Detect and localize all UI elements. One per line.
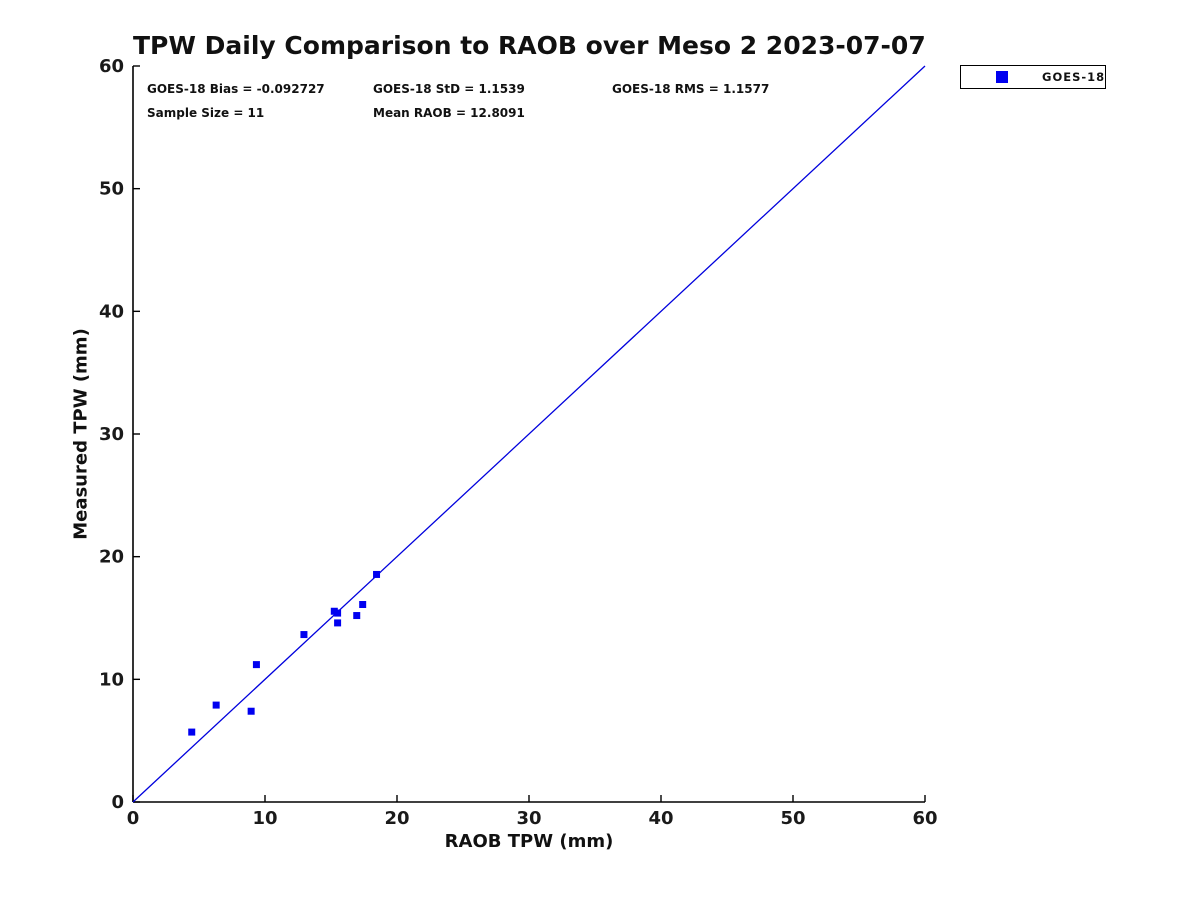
legend-marker-square-icon (996, 71, 1008, 83)
legend-label: GOES-18 (1042, 70, 1106, 84)
scatter-point (212, 701, 220, 709)
stat-rms: GOES-18 RMS = 1.1577 (612, 82, 770, 96)
y-tick-label: 0 (111, 792, 124, 813)
stat-mean-raob: Mean RAOB = 12.8091 (373, 106, 525, 120)
scatter-point (353, 612, 361, 620)
x-tick-label: 20 (384, 808, 409, 829)
chart-title: TPW Daily Comparison to RAOB over Meso 2… (133, 31, 926, 60)
y-tick-label: 50 (99, 179, 124, 200)
y-tick-label: 60 (99, 56, 124, 77)
identity-line (132, 65, 926, 803)
scatter-point (252, 661, 260, 669)
scatter-point (359, 601, 367, 609)
x-tick-label: 60 (912, 808, 937, 829)
stat-sample-size: Sample Size = 11 (147, 106, 265, 120)
scatter-point (247, 707, 255, 715)
y-tick-label: 20 (99, 547, 124, 568)
y-tick-label: 40 (99, 301, 124, 322)
x-tick-label: 30 (516, 808, 541, 829)
x-tick-label: 0 (127, 808, 140, 829)
y-tick-label: 10 (99, 669, 124, 690)
x-tick-label: 10 (252, 808, 277, 829)
scatter-point (300, 631, 308, 639)
y-axis-label: Measured TPW (mm) (70, 328, 92, 540)
x-tick-label: 40 (648, 808, 673, 829)
y-tick-label: 30 (99, 424, 124, 445)
scatter-point (373, 570, 381, 578)
scatter-point (188, 728, 196, 736)
stat-bias: GOES-18 Bias = -0.092727 (147, 82, 325, 96)
x-axis-label: RAOB TPW (mm) (444, 831, 614, 852)
stat-std: GOES-18 StD = 1.1539 (373, 82, 525, 96)
scatter-point (334, 619, 342, 627)
x-tick-label: 50 (780, 808, 805, 829)
legend: GOES-18 (960, 65, 1106, 89)
scatter-point (334, 609, 342, 617)
